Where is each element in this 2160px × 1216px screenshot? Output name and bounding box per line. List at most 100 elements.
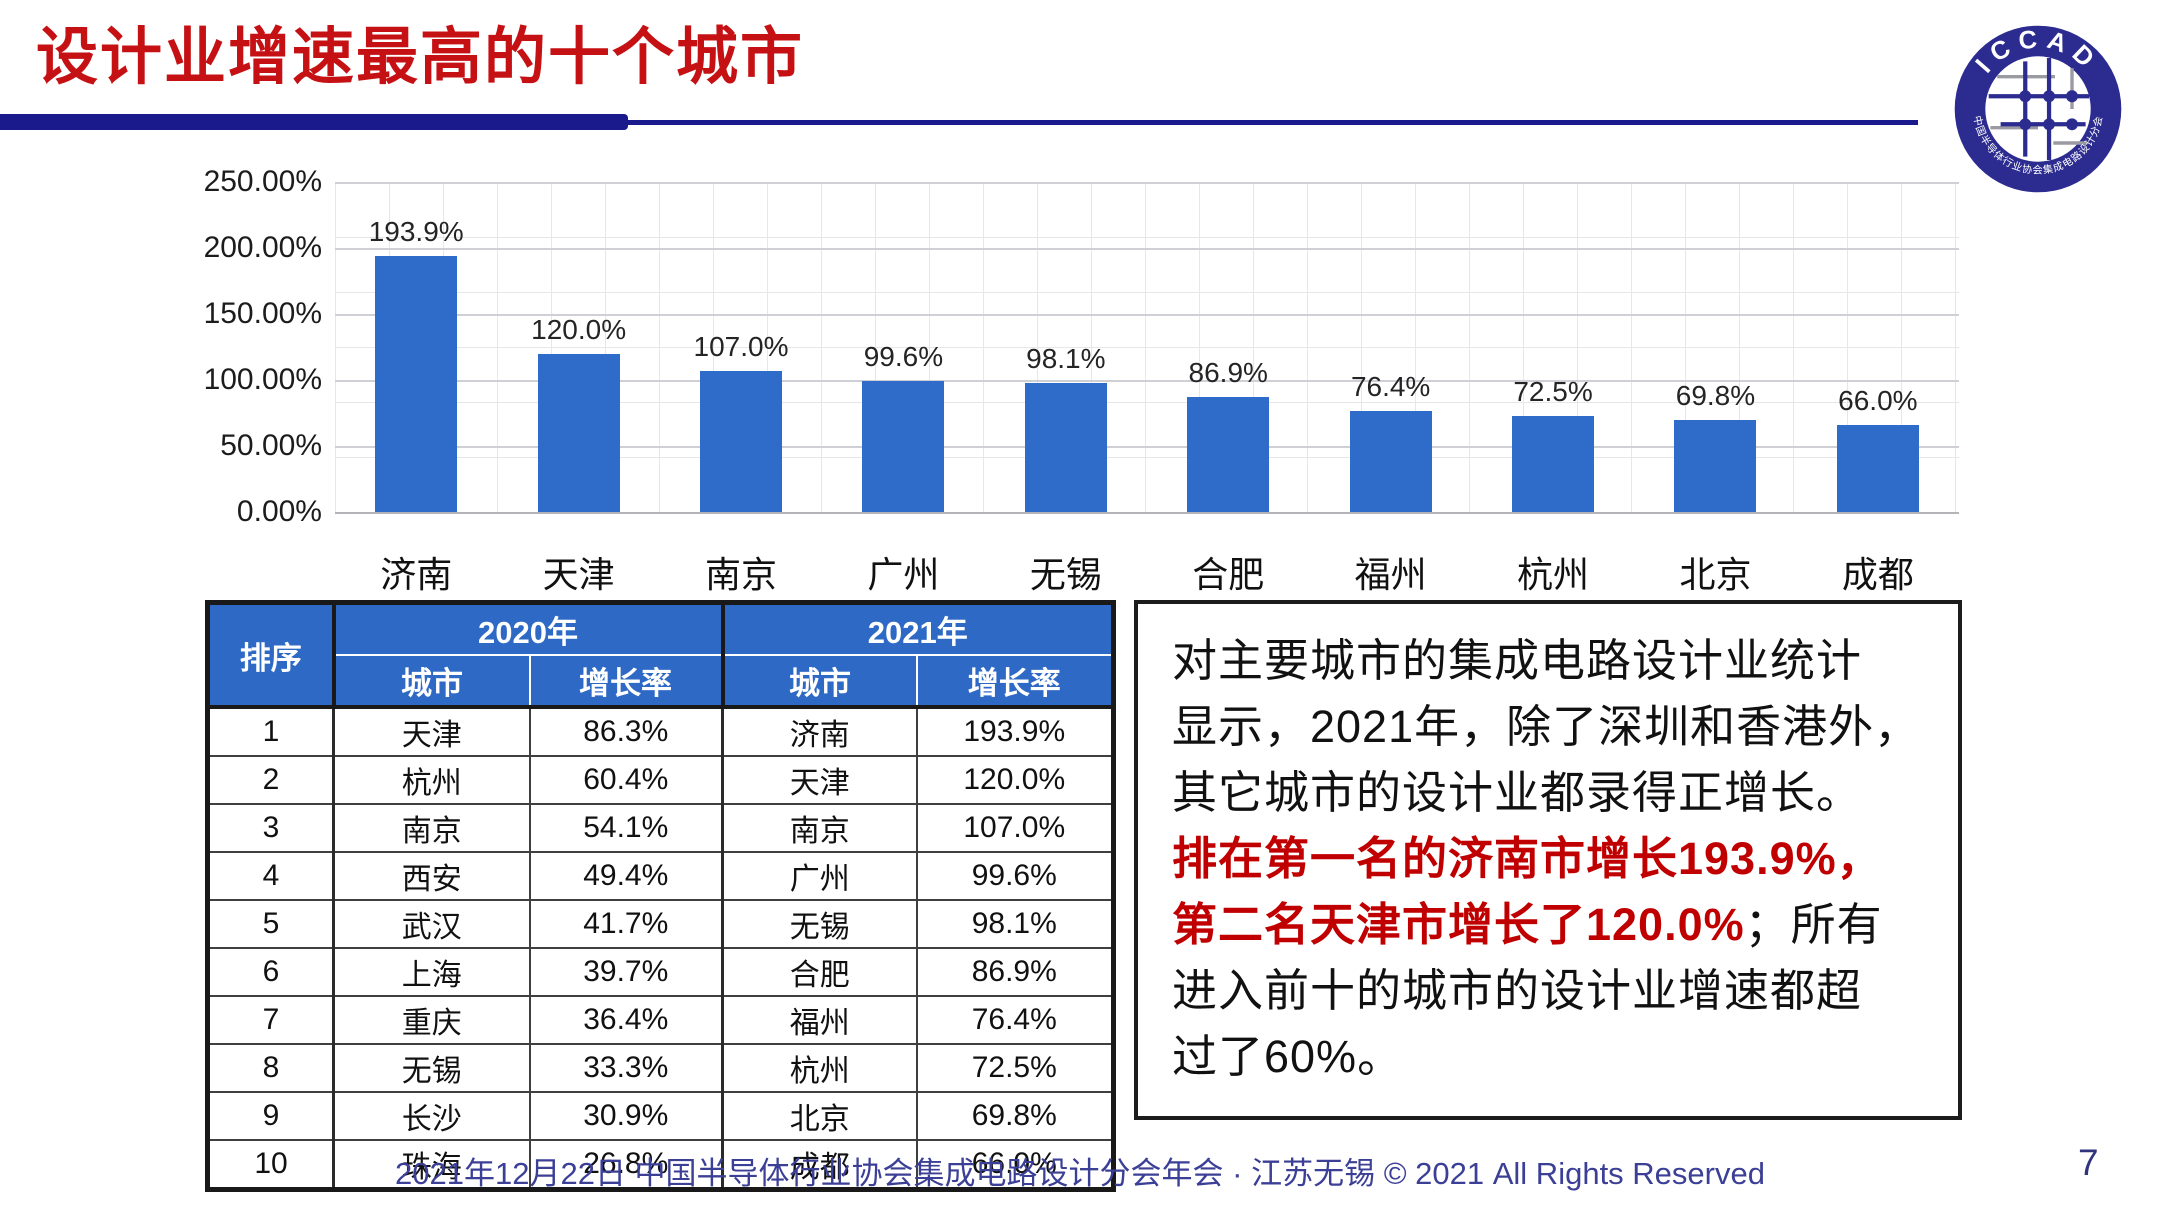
y-axis-tick: 250.00% (203, 165, 322, 198)
table-cell: 合肥 (721, 947, 918, 997)
bar-无锡 (1024, 382, 1107, 512)
table-row: 7 重庆 36.4% 福州 76.4% (206, 995, 1115, 1045)
table-row: 1 天津 86.3% 济南 193.9% (206, 706, 1115, 757)
bar-column: 107.0% (660, 182, 822, 512)
table-cell: 7 (206, 995, 335, 1045)
bar-杭州 (1512, 416, 1595, 512)
bar-column: 66.0% (1797, 182, 1959, 512)
table-cell: 无锡 (332, 1043, 531, 1093)
commentary-black-1: 对主要城市的集成电路设计业统计 显示，2021年，除了深圳和香港外， 其它城市的… (1172, 635, 1921, 818)
page-number: 7 (2078, 1142, 2099, 1183)
table-cell: 120.0% (915, 755, 1115, 805)
table-row: 2 杭州 60.4% 天津 120.0% (206, 755, 1115, 805)
footer-text: 2021年12月22日 中国半导体行业协会集成电路设计分会年会 · 江苏无锡 ©… (395, 1156, 1765, 1191)
table-row: 5 武汉 41.7% 无锡 98.1% (206, 899, 1115, 949)
table-cell: 72.5% (915, 1043, 1115, 1093)
bar-广州 (862, 380, 945, 512)
table-cell: 上海 (332, 947, 531, 997)
table-cell: 41.7% (528, 899, 724, 949)
growth-bar-chart: 250.00% 200.00% 150.00% 100.00% 50.00% 0.00% … (0, 160, 2160, 630)
table-cell: 86.3% (528, 706, 724, 757)
table-row: 10 珠海 26.8% 成都 66.0% (206, 1139, 1115, 1191)
table-header-city-2020: 城市 (332, 654, 531, 709)
bar-value-label: 107.0% (693, 330, 789, 362)
bar-column: 193.9% (335, 182, 497, 512)
x-axis-label: 无锡 (1029, 554, 1102, 595)
table-cell: 无锡 (721, 899, 918, 949)
commentary-red-highlight: 排在第一名的济南市增长193.9%， 第二名天津市增长了120.0% (1172, 833, 1883, 950)
table-cell: 济南 (721, 706, 918, 757)
table-cell: 重庆 (332, 995, 531, 1045)
table-cell: 66.0% (915, 1139, 1115, 1191)
page-title: 设计业增速最高的十个城市 (36, 23, 805, 92)
y-axis-tick: 200.00% (203, 231, 322, 264)
bars-container: 193.9% 120.0% 107.0% 99.6% 98.1% 86.9% 76.4% 72… (335, 182, 1959, 512)
bar-value-label: 86.9% (1188, 357, 1268, 389)
y-axis-tick: 100.00% (203, 363, 322, 396)
table-header-rank: 排序 (206, 601, 336, 709)
x-axis-label: 北京 (1679, 554, 1752, 595)
table-cell: 30.9% (528, 1091, 724, 1141)
x-axis-label: 天津 (542, 554, 615, 595)
table-cell: 成都 (721, 1139, 918, 1191)
table-cell: 54.1% (528, 803, 724, 853)
title-underline-bar (0, 114, 628, 130)
table-header-2021: 2021年 (721, 601, 1115, 656)
table-cell: 76.4% (915, 995, 1115, 1045)
ranking-table: 排序 2020年 2021年 城市 增长率 城市 增长率 1 天津 86.3% 济南 1… (205, 600, 1116, 1192)
table-header-2020: 2020年 (332, 601, 725, 656)
commentary-black-2: ；所有 进入前十的城市的设计业增速都超 过了60%。 (1172, 899, 1883, 1082)
bar-北京 (1674, 419, 1757, 512)
bar-合肥 (1187, 397, 1270, 512)
bar-column: 86.9% (1147, 182, 1309, 512)
table-row: 6 上海 39.7% 合肥 86.9% (206, 947, 1115, 997)
bar-column: 99.6% (822, 182, 984, 512)
x-axis-label: 南京 (705, 554, 778, 595)
table-row: 8 无锡 33.3% 杭州 72.5% (206, 1043, 1115, 1093)
table-cell: 193.9% (915, 706, 1115, 757)
table-header-growth-2021: 增长率 (915, 654, 1115, 709)
table-cell: 3 (206, 803, 335, 853)
table-cell: 33.3% (528, 1043, 724, 1093)
table-cell: 杭州 (332, 755, 531, 805)
table-cell: 长沙 (332, 1091, 531, 1141)
bar-value-label: 66.0% (1838, 384, 1918, 416)
bar-column: 98.1% (985, 182, 1147, 512)
bar-成都 (1836, 424, 1919, 512)
table-header-city-2021: 城市 (721, 654, 918, 709)
table-cell: 10 (206, 1139, 335, 1191)
table-cell: 99.6% (915, 851, 1115, 901)
bar-value-label: 98.1% (1026, 342, 1106, 374)
bar-福州 (1349, 411, 1432, 512)
x-axis-label: 成都 (1841, 554, 1914, 595)
table-cell: 南京 (721, 803, 918, 853)
table-cell: 西安 (332, 851, 531, 901)
bar-value-label: 120.0% (531, 313, 627, 345)
plot-area: 193.9% 120.0% 107.0% 99.6% 98.1% 86.9% 76.4% 72… (335, 182, 1959, 514)
table-row: 3 南京 54.1% 南京 107.0% (206, 803, 1115, 853)
table-cell: 36.4% (528, 995, 724, 1045)
table-cell: 1 (206, 706, 335, 757)
table-cell: 26.8% (528, 1139, 724, 1191)
table-cell: 8 (206, 1043, 335, 1093)
table-cell: 杭州 (721, 1043, 918, 1093)
x-axis-label: 合肥 (1192, 554, 1265, 595)
table-cell: 珠海 (332, 1139, 531, 1191)
logo-inner-circle (1985, 56, 2091, 162)
bar-value-label: 72.5% (1513, 376, 1593, 408)
table-cell: 98.1% (915, 899, 1115, 949)
y-axis-tick: 150.00% (203, 297, 322, 330)
x-axis: 济南 天津 南京 广州 无锡 合肥 福州 杭州 北京 成都 (335, 532, 1959, 598)
table-cell: 武汉 (332, 899, 531, 949)
table-cell: 2 (206, 755, 335, 805)
bar-column: 69.8% (1634, 182, 1796, 512)
bar-value-label: 69.8% (1675, 379, 1756, 411)
table-cell: 天津 (721, 755, 918, 805)
bar-济南 (375, 256, 458, 512)
bar-column: 76.4% (1309, 182, 1471, 512)
table-cell: 广州 (721, 851, 918, 901)
table-cell: 9 (206, 1091, 335, 1141)
table-cell: 60.4% (528, 755, 724, 805)
x-axis-label: 福州 (1354, 554, 1427, 595)
